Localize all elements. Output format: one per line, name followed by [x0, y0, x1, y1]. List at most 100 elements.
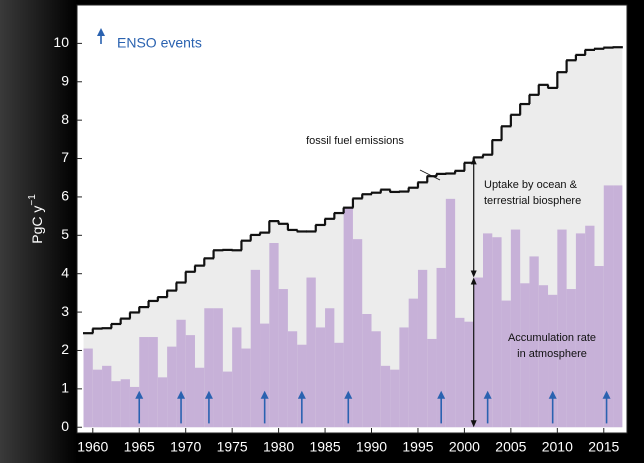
bar	[148, 337, 158, 428]
y-axis-label: PgC y−1	[27, 194, 45, 244]
bar	[538, 285, 549, 428]
enso-arrow	[483, 390, 492, 424]
bar	[232, 327, 242, 428]
enso-arrow	[177, 390, 186, 424]
bar	[222, 371, 233, 428]
accumulation-bracket-head-top	[470, 277, 477, 285]
bar	[464, 321, 474, 428]
bar	[417, 269, 428, 428]
bar	[92, 369, 103, 428]
y-tick-label: 8	[61, 111, 69, 127]
bar	[575, 233, 586, 428]
enso-arrow-head	[602, 390, 611, 399]
enso-arrow-head	[297, 390, 306, 399]
legend-arrow	[97, 28, 105, 44]
bar	[194, 367, 205, 428]
enso-arrow	[297, 390, 306, 424]
bar	[529, 256, 539, 428]
bar	[362, 314, 372, 428]
bar	[352, 239, 363, 428]
bar	[399, 327, 409, 428]
y-tick-label: 7	[61, 149, 69, 165]
bar	[287, 331, 298, 428]
enso-arrow	[135, 390, 144, 424]
bar	[315, 327, 326, 428]
bar	[102, 365, 112, 428]
bar	[297, 344, 307, 428]
enso-arrow	[602, 390, 611, 424]
accumulation-annotation: Accumulation rate	[508, 332, 596, 344]
bar	[613, 185, 623, 428]
y-tick-label: 0	[61, 418, 69, 434]
bar	[325, 308, 335, 428]
bar	[390, 369, 400, 428]
bar	[436, 267, 446, 428]
bar	[334, 342, 344, 428]
y-axis-label-sup: −1	[27, 194, 38, 206]
bar	[139, 337, 149, 428]
bar	[557, 229, 567, 428]
bar	[603, 185, 614, 428]
bar	[167, 346, 177, 428]
bar	[566, 289, 576, 428]
bar	[306, 277, 316, 428]
x-tick-label: 1960	[77, 439, 108, 455]
bar	[510, 229, 521, 428]
enso-arrow-head	[260, 390, 269, 399]
bar	[176, 319, 186, 428]
enso-arrow-head	[437, 390, 446, 399]
x-tick-label: 1990	[356, 439, 387, 455]
x-tick-label: 1970	[170, 439, 201, 455]
bar	[343, 208, 353, 428]
y-tick-label: 6	[61, 188, 69, 204]
enso-arrow	[437, 390, 446, 424]
legend-arrow-head	[97, 28, 105, 36]
accumulation-bracket	[470, 277, 477, 428]
uptake-annotation: Uptake by ocean &	[484, 179, 578, 191]
y-tick-label: 10	[53, 34, 69, 50]
bar	[278, 289, 288, 428]
enso-arrow-head	[548, 390, 557, 399]
uptake-bracket	[470, 157, 477, 278]
enso-arrow	[548, 390, 557, 424]
bar	[269, 242, 279, 428]
enso-arrow-head	[135, 390, 144, 399]
bar	[482, 233, 493, 428]
fossil-pointer	[419, 169, 441, 181]
bar	[501, 300, 511, 428]
bar	[157, 377, 168, 428]
x-tick-label: 2005	[495, 439, 526, 455]
y-tick-label: 9	[61, 72, 69, 88]
bar	[371, 331, 381, 428]
bar	[83, 348, 93, 428]
y-tick-label: 1	[61, 380, 69, 396]
enso-arrow-head	[483, 390, 492, 399]
enso-arrow-head	[344, 390, 353, 399]
bar	[213, 308, 223, 428]
enso-arrow-head	[177, 390, 186, 399]
bar	[120, 379, 130, 428]
legend-label: ENSO events	[117, 35, 202, 51]
bar	[380, 365, 391, 428]
fossil-annotation: fossil fuel emissions	[306, 135, 404, 147]
y-tick-label: 3	[61, 303, 69, 319]
bar	[455, 317, 465, 428]
x-tick-label: 2000	[449, 439, 480, 455]
plot-frame	[76, 4, 628, 434]
bar	[241, 348, 251, 428]
bar	[204, 308, 214, 428]
bar	[260, 323, 270, 428]
uptake-bracket-head-bottom	[470, 270, 477, 278]
bar	[594, 266, 604, 428]
x-tick-label: 1995	[402, 439, 433, 455]
x-tick-label: 1965	[124, 439, 155, 455]
y-tick-label: 4	[61, 264, 69, 280]
bar	[427, 338, 437, 428]
x-tick-label: 2015	[588, 439, 619, 455]
bar	[520, 283, 530, 428]
bar	[548, 294, 558, 428]
enso-arrow	[260, 390, 269, 424]
y-axis-label-main: PgC y	[29, 206, 45, 244]
accumulation-bracket-head-bottom	[470, 420, 477, 428]
